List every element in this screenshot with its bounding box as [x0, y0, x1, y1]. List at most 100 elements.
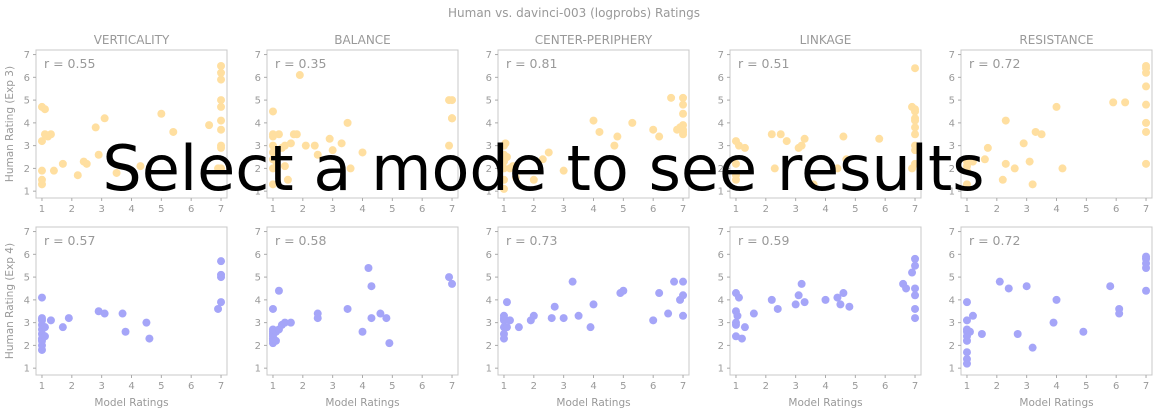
data-point: [286, 139, 295, 148]
data-point: [217, 116, 226, 125]
scatter-panel: LINKAGE 1 2 3 4 5 6 7 1 2 3 4 5 6 7 r = 0.51: [718, 33, 922, 215]
data-point: [310, 141, 319, 150]
correlation-label: r = 0.73: [506, 233, 557, 248]
data-point: [271, 336, 280, 345]
y-tick-label: 3: [255, 141, 261, 152]
data-point: [800, 134, 809, 143]
data-point: [358, 327, 367, 336]
data-point: [679, 311, 688, 320]
x-tick-label: 7: [680, 204, 686, 215]
data-point: [448, 279, 457, 288]
data-point: [1109, 98, 1118, 107]
data-point: [37, 166, 46, 175]
y-tick-label: 1: [486, 187, 492, 198]
data-point: [538, 155, 547, 164]
data-point: [1022, 282, 1031, 291]
data-point: [499, 164, 508, 173]
data-point: [343, 118, 352, 127]
data-point: [514, 323, 523, 332]
y-tick-label: 5: [949, 96, 955, 107]
y-tick-label: 3: [949, 141, 955, 152]
data-point: [337, 139, 346, 148]
data-point: [550, 302, 559, 311]
y-tick-label: 4: [718, 295, 724, 306]
data-point: [145, 334, 154, 343]
data-point: [292, 130, 301, 139]
figure-title: Human vs. davinci-003 (logprobs) Ratings: [448, 6, 700, 20]
data-point: [911, 254, 920, 263]
data-point: [559, 166, 568, 175]
y-tick-label: 2: [718, 341, 724, 352]
data-point: [833, 293, 842, 302]
panel-grid: Human Rating (Exp 3) VERTICALITY 1 2 3 4 5 6 7 1 2…: [4, 33, 1153, 409]
data-point: [977, 330, 986, 339]
y-tick-label: 1: [949, 187, 955, 198]
x-tick-label: 5: [158, 204, 164, 215]
data-point: [328, 146, 337, 155]
data-point: [58, 323, 67, 332]
data-point: [325, 134, 334, 143]
x-tick-label: 6: [650, 381, 656, 392]
data-point: [1106, 282, 1115, 291]
data-point: [962, 355, 971, 364]
x-tick-label: 2: [531, 204, 537, 215]
scatter-panel: CENTER-PERIPHERY 1 2 3 4 5 6 7 1 2 3 4 5 6 7 r = 0.81: [486, 33, 690, 215]
x-tick-label: 5: [389, 381, 395, 392]
x-tick-label: 1: [964, 204, 970, 215]
x-axis-label: Model Ratings: [556, 397, 630, 409]
data-point: [169, 127, 178, 136]
y-tick-label: 2: [949, 341, 955, 352]
data-point: [1052, 295, 1061, 304]
data-point: [217, 270, 226, 279]
y-tick-label: 4: [949, 118, 955, 129]
y-tick-label: 1: [255, 364, 261, 375]
data-point: [767, 130, 776, 139]
data-point: [40, 323, 49, 332]
data-point: [157, 109, 166, 118]
panel-title: VERTICALITY: [94, 33, 170, 47]
data-point: [505, 316, 514, 325]
x-tick-label: 5: [852, 204, 858, 215]
data-point: [911, 64, 920, 73]
x-tick-label: 3: [98, 381, 104, 392]
data-point: [217, 164, 226, 173]
y-tick-label: 7: [255, 50, 261, 61]
data-point: [776, 130, 785, 139]
data-point: [121, 327, 130, 336]
y-tick-label: 6: [24, 250, 30, 261]
data-point: [1025, 157, 1034, 166]
data-point: [37, 137, 46, 146]
y-tick-label: 7: [718, 227, 724, 238]
data-point: [268, 141, 277, 150]
y-tick-label: 3: [949, 318, 955, 329]
x-tick-label: 6: [882, 381, 888, 392]
panel-title: LINKAGE: [800, 33, 852, 47]
y-tick-label: 5: [718, 96, 724, 107]
x-tick-label: 2: [763, 204, 769, 215]
data-point: [73, 171, 82, 180]
y-tick-label: 6: [949, 73, 955, 84]
x-tick-label: 7: [218, 204, 224, 215]
scatter-panel: VERTICALITY 1 2 3 4 5 6 7 1 2 3 4 5 6 7 r = 0.55: [24, 33, 228, 215]
x-tick-label: 3: [792, 381, 798, 392]
x-tick-label: 3: [560, 204, 566, 215]
data-point: [998, 175, 1007, 184]
data-point: [1058, 164, 1067, 173]
x-tick-label: 4: [359, 204, 365, 215]
data-point: [679, 291, 688, 300]
x-tick-label: 2: [994, 381, 1000, 392]
data-point: [508, 162, 517, 171]
data-point: [1010, 164, 1019, 173]
data-point: [1001, 159, 1010, 168]
data-point: [911, 114, 920, 123]
data-point: [49, 166, 58, 175]
y-tick-label: 7: [949, 50, 955, 61]
data-point: [842, 155, 851, 164]
x-tick-label: 5: [1083, 381, 1089, 392]
x-tick-label: 7: [449, 204, 455, 215]
y-tick-label: 5: [255, 96, 261, 107]
x-tick-label: 3: [1023, 381, 1029, 392]
data-point: [962, 348, 971, 357]
y-tick-label: 1: [24, 364, 30, 375]
y-tick-label: 7: [24, 50, 30, 61]
